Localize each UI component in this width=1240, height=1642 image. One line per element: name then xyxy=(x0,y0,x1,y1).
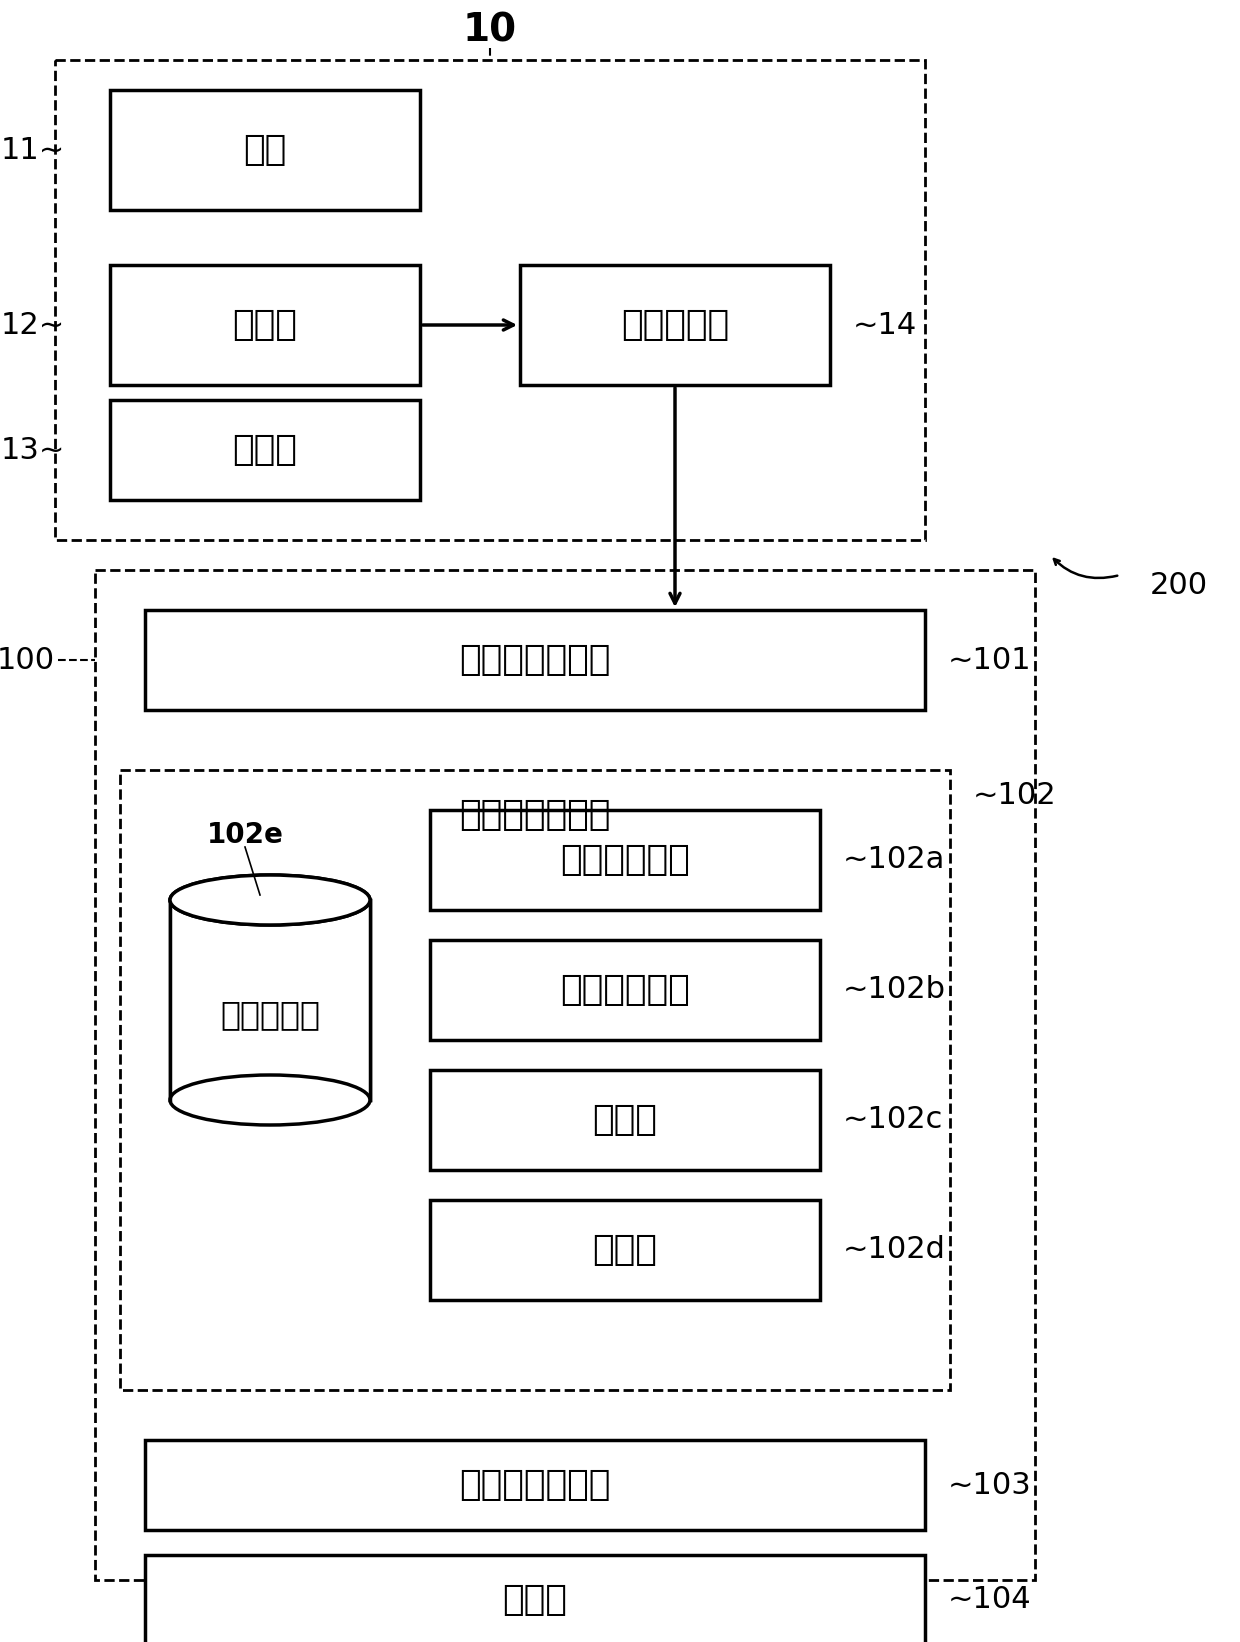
Text: 检测部: 检测部 xyxy=(593,1233,657,1268)
Bar xyxy=(430,1200,820,1300)
Text: 分频部: 分频部 xyxy=(593,1103,657,1136)
Text: ~101: ~101 xyxy=(949,645,1032,675)
Text: ~104: ~104 xyxy=(949,1586,1032,1614)
Bar xyxy=(170,900,370,1100)
Text: 10: 10 xyxy=(463,11,517,49)
Ellipse shape xyxy=(170,875,370,924)
Text: ~102c: ~102c xyxy=(843,1105,944,1135)
Text: 102e: 102e xyxy=(207,821,284,849)
Bar xyxy=(430,1071,820,1171)
Bar xyxy=(430,810,820,910)
Text: 相位角算出部: 相位角算出部 xyxy=(560,974,689,1007)
Bar xyxy=(145,1440,925,1530)
Text: 接触振动判定部: 接触振动判定部 xyxy=(459,1468,610,1502)
Text: 200: 200 xyxy=(1149,570,1208,599)
Text: 13~: 13~ xyxy=(1,435,64,465)
Text: ~14: ~14 xyxy=(853,310,918,340)
Text: ~102a: ~102a xyxy=(843,846,945,875)
Text: ~102b: ~102b xyxy=(843,975,946,1005)
Bar xyxy=(430,939,820,1039)
Bar xyxy=(170,900,370,1100)
Bar xyxy=(110,264,420,384)
Text: 静止部: 静止部 xyxy=(233,433,298,466)
Text: 11~: 11~ xyxy=(1,136,64,164)
Text: ~103: ~103 xyxy=(949,1471,1032,1499)
Text: ~102: ~102 xyxy=(973,780,1056,810)
Text: 旋转轴: 旋转轴 xyxy=(233,309,298,342)
Bar xyxy=(110,401,420,501)
Bar xyxy=(520,264,830,384)
Text: 旋转波形确定部: 旋转波形确定部 xyxy=(459,644,610,677)
Bar xyxy=(95,570,1035,1580)
Text: 通知部: 通知部 xyxy=(502,1583,568,1617)
Text: 壳体: 壳体 xyxy=(243,133,286,167)
Bar xyxy=(120,770,950,1391)
Text: 参数数据库: 参数数据库 xyxy=(219,998,320,1031)
Text: 12~: 12~ xyxy=(1,310,64,340)
Text: 有效值算出部: 有效值算出部 xyxy=(560,842,689,877)
Ellipse shape xyxy=(170,1076,370,1125)
Bar xyxy=(55,61,925,540)
Bar xyxy=(145,1555,925,1642)
Text: 位移传感器: 位移传感器 xyxy=(621,309,729,342)
Bar xyxy=(110,90,420,210)
Text: ~102d: ~102d xyxy=(843,1235,946,1264)
Text: 100: 100 xyxy=(0,645,55,675)
Bar xyxy=(145,609,925,709)
Ellipse shape xyxy=(170,875,370,924)
Text: 参数变化检测部: 参数变化检测部 xyxy=(459,798,610,832)
